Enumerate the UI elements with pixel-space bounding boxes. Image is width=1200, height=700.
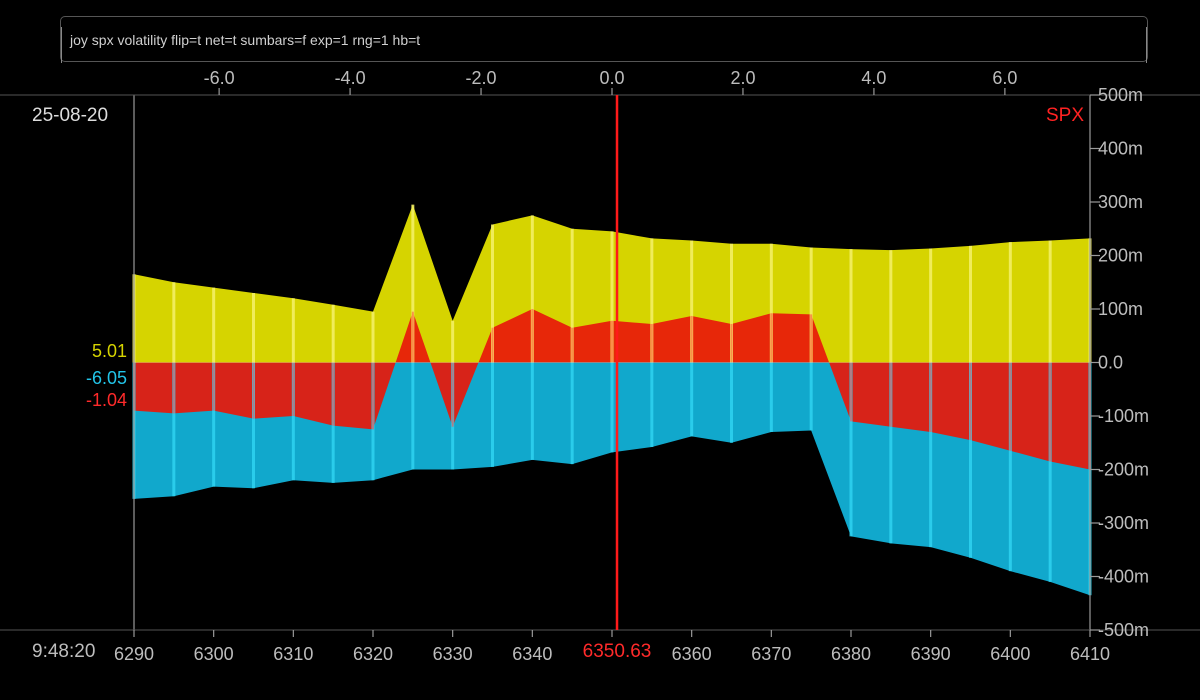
y-tick-label: -200m xyxy=(1098,460,1149,480)
y-tick-label: 200m xyxy=(1098,246,1143,266)
y-tick-label: -500m xyxy=(1098,620,1149,640)
symbol-label: SPX xyxy=(1046,105,1084,126)
positive-value-label: 5.01 xyxy=(92,341,127,361)
x-tick-label: 6290 xyxy=(114,644,154,664)
time-label: 9:48:20 xyxy=(32,641,95,662)
x-tick-label: 6300 xyxy=(194,644,234,664)
y-tick-label: 100m xyxy=(1098,299,1143,319)
current-price-label: 6350.63 xyxy=(583,641,652,662)
x-tick-label: 6380 xyxy=(831,644,871,664)
y-tick-label: -300m xyxy=(1098,513,1149,533)
x-tick-label: 6400 xyxy=(990,644,1030,664)
x-top-tick-label: 2.0 xyxy=(730,68,755,88)
x-top-tick-label: -2.0 xyxy=(466,68,497,88)
x-tick-label: 6330 xyxy=(433,644,473,664)
x-tick-label: 6370 xyxy=(751,644,791,664)
y-tick-label: -400m xyxy=(1098,567,1149,587)
x-top-tick-label: 6.0 xyxy=(992,68,1017,88)
command-right-edge xyxy=(1146,27,1147,63)
current-price-label-bg xyxy=(569,638,666,662)
x-tick-label: 6390 xyxy=(911,644,951,664)
x-tick-label: 6310 xyxy=(273,644,313,664)
y-tick-label: -100m xyxy=(1098,406,1149,426)
negative-value-label: -6.05 xyxy=(86,368,127,388)
x-top-tick-label: 0.0 xyxy=(599,68,624,88)
x-tick-label: 6320 xyxy=(353,644,393,664)
x-tick-label: 6410 xyxy=(1070,644,1110,664)
x-top-tick-label: 4.0 xyxy=(861,68,886,88)
date-label: 25-08-20 xyxy=(32,105,108,126)
x-top-tick-label: -4.0 xyxy=(335,68,366,88)
x-tick-label: 6360 xyxy=(672,644,712,664)
y-tick-label: 300m xyxy=(1098,192,1143,212)
net-value-label: -1.04 xyxy=(86,390,127,410)
y-tick-label: 0.0 xyxy=(1098,353,1123,373)
x-tick-label: 6340 xyxy=(512,644,552,664)
y-tick-label: 400m xyxy=(1098,139,1143,159)
command-input[interactable]: joy spx volatility flip=t net=t sumbars=… xyxy=(60,16,1148,63)
command-text: joy spx volatility flip=t net=t sumbars=… xyxy=(70,32,421,48)
y-tick-label: 500m xyxy=(1098,85,1143,105)
x-top-tick-label: -6.0 xyxy=(204,68,235,88)
command-left-edge xyxy=(61,27,62,63)
